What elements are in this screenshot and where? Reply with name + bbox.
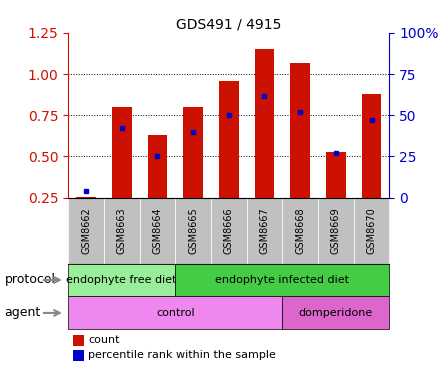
Text: control: control bbox=[156, 308, 194, 318]
Text: GSM8669: GSM8669 bbox=[331, 207, 341, 254]
Title: GDS491 / 4915: GDS491 / 4915 bbox=[176, 18, 282, 32]
Bar bbox=[112, 107, 132, 198]
Bar bbox=[255, 49, 274, 198]
Text: GSM8664: GSM8664 bbox=[152, 207, 162, 254]
Bar bbox=[362, 94, 381, 198]
Text: GSM8668: GSM8668 bbox=[295, 207, 305, 254]
Text: GSM8662: GSM8662 bbox=[81, 207, 91, 254]
Text: GSM8670: GSM8670 bbox=[367, 207, 377, 254]
Bar bbox=[183, 107, 203, 198]
Text: GSM8663: GSM8663 bbox=[117, 207, 127, 254]
Text: endophyte free diet: endophyte free diet bbox=[66, 275, 177, 285]
Bar bbox=[290, 63, 310, 198]
Text: count: count bbox=[88, 335, 120, 346]
Bar bbox=[76, 197, 96, 198]
Text: protocol: protocol bbox=[4, 273, 55, 287]
Text: GSM8666: GSM8666 bbox=[224, 207, 234, 254]
Bar bbox=[326, 152, 346, 198]
Bar bbox=[147, 135, 167, 198]
Text: endophyte infected diet: endophyte infected diet bbox=[215, 275, 349, 285]
Text: GSM8665: GSM8665 bbox=[188, 207, 198, 254]
Text: GSM8667: GSM8667 bbox=[260, 207, 269, 254]
Text: domperidone: domperidone bbox=[299, 308, 373, 318]
Bar bbox=[219, 81, 238, 198]
Text: agent: agent bbox=[4, 306, 40, 320]
Text: percentile rank within the sample: percentile rank within the sample bbox=[88, 350, 276, 360]
